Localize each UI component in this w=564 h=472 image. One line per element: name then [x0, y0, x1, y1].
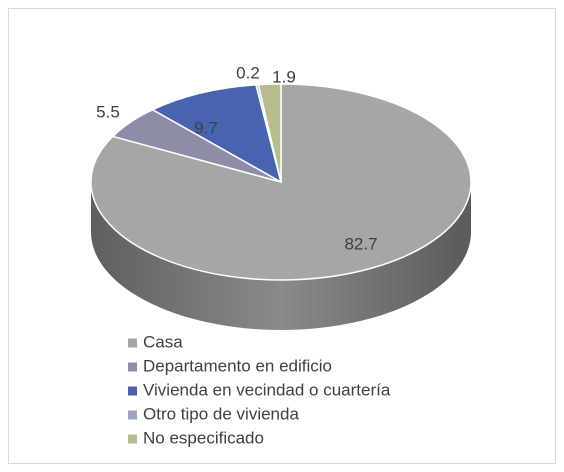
pie-side	[91, 182, 471, 330]
legend-label: Vivienda en vecindad o cuartería	[143, 380, 391, 399]
data-label: 1.9	[272, 67, 296, 86]
data-label: 82.7	[344, 234, 377, 253]
data-label: 0.2	[236, 63, 260, 82]
legend-label: Casa	[143, 332, 183, 351]
legend-swatch	[128, 410, 137, 420]
legend-swatch	[128, 386, 137, 396]
legend-swatch	[128, 338, 137, 348]
legend: Casa Departamento en edificio Vivienda en …	[128, 332, 391, 447]
legend-label: No especificado	[143, 428, 264, 447]
legend-swatch	[128, 362, 137, 372]
legend-label: Departamento en edificio	[143, 356, 332, 375]
data-label: 9.7	[194, 118, 218, 137]
pie-slice	[257, 83, 282, 183]
legend-label: Otro tipo de vivienda	[143, 404, 299, 423]
legend-swatch	[128, 434, 137, 444]
pie-slice	[151, 84, 283, 184]
data-label: 5.5	[96, 102, 120, 121]
pie: 82.7 5.5 9.7 0.2 1.9	[90, 63, 472, 330]
